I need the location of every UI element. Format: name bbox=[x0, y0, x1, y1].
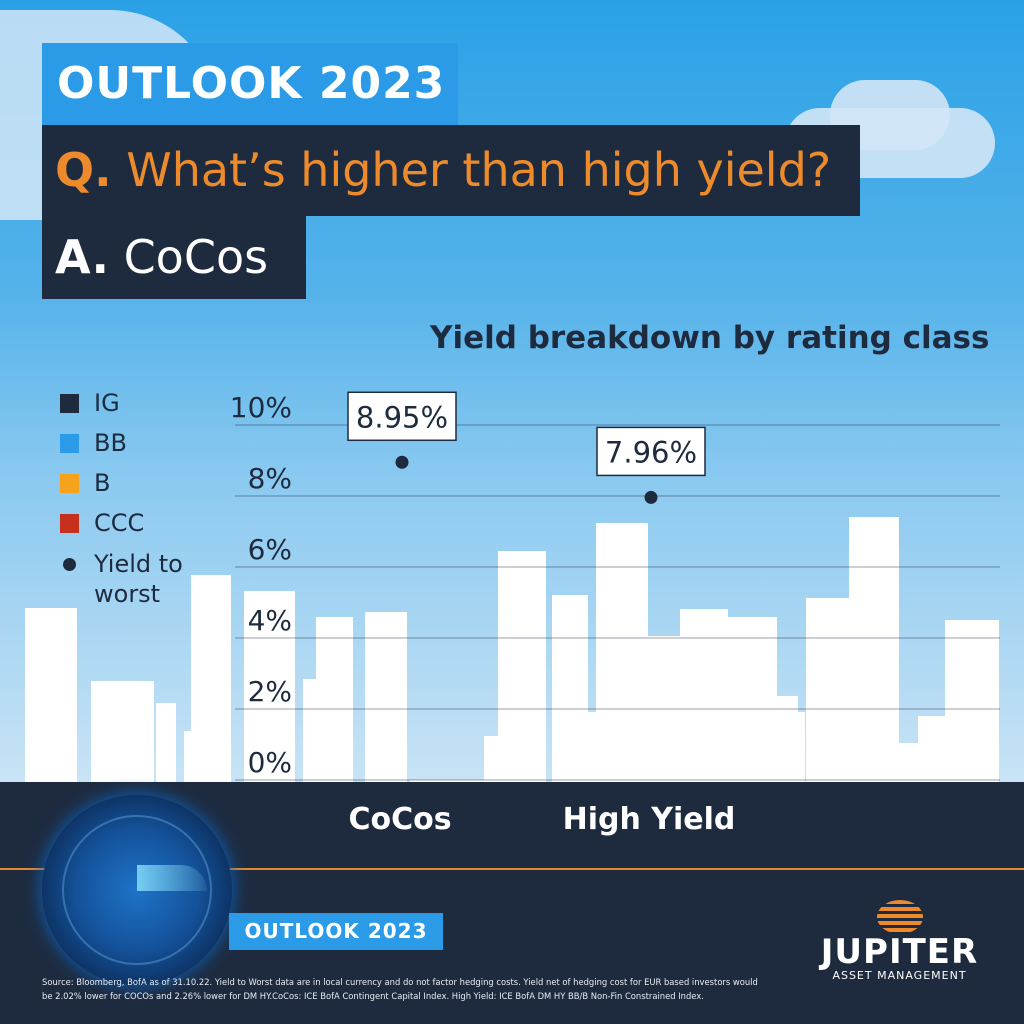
building-shape bbox=[244, 591, 295, 782]
building-shape bbox=[498, 551, 546, 782]
legend-item-ig: IG bbox=[60, 383, 183, 423]
legend-swatch-bb bbox=[60, 433, 79, 453]
building-shape bbox=[91, 681, 154, 782]
legend-label-b: B bbox=[94, 469, 111, 497]
building-shape bbox=[918, 716, 950, 782]
chart: 0% 2% 4% 6% 8% 10% 8.95% 7.96% bbox=[25, 391, 1000, 782]
chart-title: Yield breakdown by rating class bbox=[430, 320, 990, 356]
legend-label-bb: BB bbox=[94, 429, 127, 457]
answer-banner: A. CoCos bbox=[42, 216, 306, 299]
legend-item-yield-to-worst: Yield to worst bbox=[60, 549, 183, 609]
outlook-banner-text: OUTLOOK 2023 bbox=[57, 58, 446, 109]
y-axis-ticks: 0% 2% 4% 6% 8% 10% bbox=[230, 391, 292, 779]
building-shape bbox=[849, 517, 899, 782]
footer-outlook-badge: OUTLOOK 2023 bbox=[229, 913, 443, 950]
y-tick-label: 2% bbox=[248, 675, 292, 708]
legend-ytw-line2: worst bbox=[94, 580, 161, 608]
legend-ytw-line1: Yield to bbox=[94, 550, 183, 578]
building-shape bbox=[191, 575, 231, 782]
legend-label-yield-to-worst: Yield to worst bbox=[94, 549, 183, 609]
building-shape bbox=[552, 595, 588, 782]
category-label: High Yield bbox=[563, 802, 736, 837]
legend-label-ccc: CCC bbox=[94, 509, 145, 537]
legend-item-ccc: CCC bbox=[60, 503, 183, 543]
legend: IG BB B CCC Yield to worst bbox=[60, 383, 183, 609]
building-shape bbox=[645, 636, 681, 782]
gridlines bbox=[235, 424, 1000, 781]
source-line-1: Source: Bloomberg, BofA as of 31.10.22. … bbox=[42, 977, 758, 987]
yield-point bbox=[395, 455, 409, 469]
value-label-box bbox=[347, 391, 457, 442]
jupiter-logo: JUPITER ASSET MANAGEMENT bbox=[812, 900, 987, 982]
logo-subtitle: ASSET MANAGEMENT bbox=[832, 969, 967, 982]
y-tick-label: 6% bbox=[248, 533, 292, 566]
category-labels: CoCos High Yield bbox=[348, 802, 736, 837]
building-shape bbox=[596, 523, 648, 782]
outlook-banner: OUTLOOK 2023 bbox=[42, 43, 458, 125]
y-tick-label: 8% bbox=[248, 462, 292, 495]
value-label: 7.96% bbox=[605, 435, 697, 469]
y-tick-label: 4% bbox=[248, 604, 292, 637]
data-marks: 8.95% 7.96% bbox=[347, 391, 706, 504]
value-label-box bbox=[596, 426, 706, 477]
footer-divider bbox=[0, 868, 1024, 870]
city-skyline bbox=[25, 517, 999, 782]
answer-text: CoCos bbox=[123, 230, 269, 284]
question-banner: Q. What’s higher than high yield? bbox=[42, 125, 860, 216]
source-note: Source: Bloomberg, BofA as of 31.10.22. … bbox=[42, 975, 772, 1003]
building-shape bbox=[680, 609, 728, 782]
legend-item-b: B bbox=[60, 463, 183, 503]
question-text: What’s higher than high yield? bbox=[126, 143, 832, 197]
building-shape bbox=[156, 703, 176, 782]
legend-swatch-ig bbox=[60, 393, 79, 413]
radar-graphic bbox=[42, 795, 232, 985]
legend-item-bb: BB bbox=[60, 423, 183, 463]
question-prefix: Q. bbox=[55, 143, 112, 197]
answer-prefix: A. bbox=[55, 230, 109, 284]
legend-swatch-ccc bbox=[60, 513, 79, 533]
category-label: CoCos bbox=[348, 802, 451, 837]
logo-name: JUPITER bbox=[820, 932, 979, 972]
building-shape bbox=[806, 598, 852, 782]
building-shape bbox=[760, 696, 798, 782]
value-label: 8.95% bbox=[356, 400, 448, 434]
source-line-2: be 2.02% lower for COCOs and 2.26% lower… bbox=[42, 991, 704, 1001]
building-shape bbox=[410, 780, 485, 782]
legend-label-ig: IG bbox=[94, 389, 120, 417]
y-tick-label: 10% bbox=[230, 391, 292, 424]
building-shape bbox=[316, 617, 353, 782]
y-tick-label: 0% bbox=[248, 746, 292, 779]
building-shape bbox=[365, 612, 407, 782]
building-shape bbox=[945, 620, 999, 782]
building-shape bbox=[25, 608, 77, 782]
jupiter-planet-icon bbox=[876, 900, 923, 934]
legend-swatch-b bbox=[60, 473, 79, 493]
yield-point bbox=[644, 490, 658, 504]
legend-dot-icon bbox=[60, 555, 79, 574]
